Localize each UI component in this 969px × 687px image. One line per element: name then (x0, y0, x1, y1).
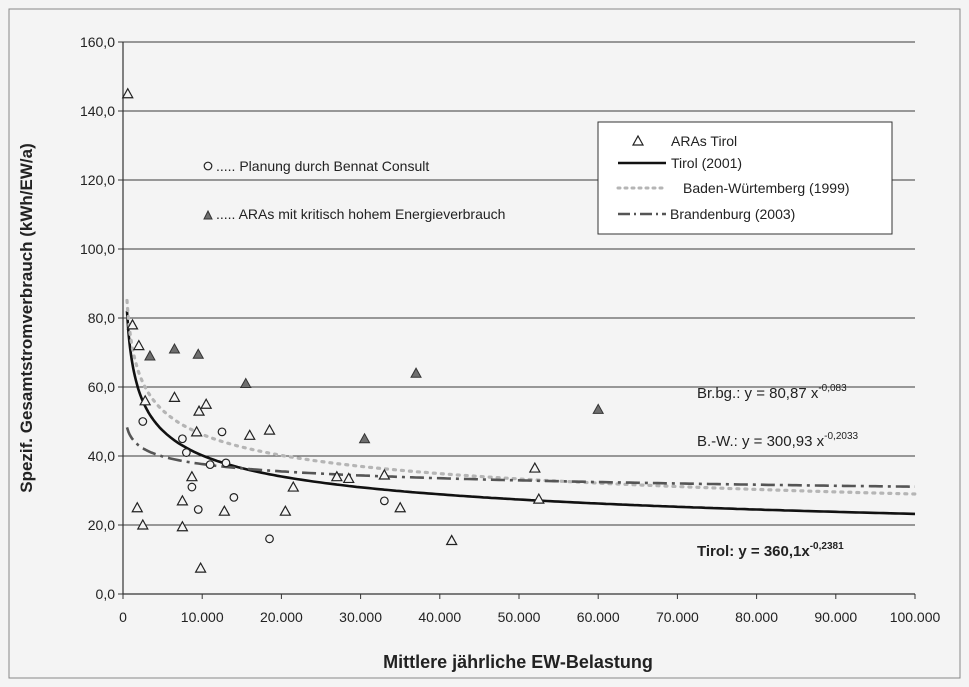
point-aras-tirol (194, 561, 207, 573)
point-planung (229, 493, 239, 502)
point-aras-tirol (131, 501, 144, 513)
x-tick-label: 10.000 (181, 609, 224, 625)
legend-label-tirol: Tirol (2001) (671, 155, 742, 171)
y-tick-labels: 0,0 20,0 40,0 60,0 80,0 100,0 120,0 140,0 160,0 (80, 34, 115, 602)
y-tick-label: 40,0 (88, 448, 115, 464)
point-aras-tirol (176, 520, 189, 532)
fit-curve (125, 311, 916, 516)
point-kritisch (168, 343, 181, 354)
kritisch-marker-icon (203, 209, 213, 220)
point-aras-tirol (218, 504, 231, 516)
y-tick-label: 20,0 (88, 517, 115, 533)
x-tick-label: 60.000 (577, 609, 620, 625)
point-planung (217, 427, 227, 437)
y-tick-label: 160,0 (80, 34, 115, 50)
legend: ARAs Tirol Tirol (2001) Baden-Würtemberg… (597, 121, 893, 235)
point-planung (187, 482, 197, 492)
point-aras-tirol (132, 339, 145, 351)
point-kritisch (358, 432, 371, 444)
point-kritisch (239, 377, 252, 389)
x-tick-label: 0 (119, 609, 127, 625)
x-axis-title: Mittlere jährliche EW-Belastung (383, 652, 653, 672)
point-aras-tirol (330, 470, 343, 482)
point-aras-tirol (121, 87, 134, 99)
legend-label-bw: Baden-Würtemberg (1999) (683, 180, 850, 196)
y-tick-label: 60,0 (88, 379, 115, 395)
point-aras-tirol (126, 318, 139, 330)
x-tick-label: 30.000 (339, 609, 382, 625)
planung-marker-icon (203, 161, 213, 171)
point-aras-tirol (532, 492, 545, 504)
point-planung (265, 534, 274, 544)
y-tick-label: 120,0 (80, 172, 115, 188)
point-aras-tirol (263, 423, 276, 435)
x-tick-label: 70.000 (656, 609, 699, 625)
x-tick-label: 90.000 (814, 609, 857, 625)
y-tick-label: 80,0 (88, 310, 115, 326)
x-tick-label: 40.000 (418, 609, 461, 625)
legend-triangle-icon (631, 134, 645, 146)
point-aras-tirol (200, 398, 213, 409)
legend-label-brbg: Brandenburg (2003) (670, 206, 795, 222)
equation-brbg: Br.bg.: y = 80,87 x-0,083 (697, 383, 847, 402)
x-tick-labels: 0 10.000 20.000 30.000 40.000 50.000 60.000 70.… (119, 609, 940, 625)
legend-label-aras-tirol: ARAs Tirol (671, 133, 737, 149)
point-aras-tirol (136, 518, 149, 530)
point-kritisch (410, 367, 422, 378)
fit-curves (125, 298, 917, 516)
point-planung (181, 448, 191, 457)
equation-bw: B.-W.: y = 300,93 x-0,2033 (697, 431, 859, 450)
point-kritisch (192, 348, 205, 359)
point-planung (221, 458, 231, 468)
point-aras-tirol (139, 394, 152, 406)
x-tick-label: 100.000 (890, 609, 941, 625)
point-aras-tirol (287, 480, 300, 492)
point-aras-tirol (193, 404, 206, 416)
x-tick-label: 80.000 (735, 609, 778, 625)
x-tick-label: 20.000 (260, 609, 303, 625)
annotation-kritisch: ..... ARAs mit kritisch hohem Energiever… (216, 206, 505, 222)
point-planung (205, 460, 215, 470)
point-aras-tirol (190, 425, 203, 437)
fit-curve (125, 298, 917, 496)
point-aras-tirol (394, 501, 407, 513)
y-axis-title: Spezif. Gesamtstromverbrauch (kWh/EW/a) (17, 143, 36, 493)
equation-tirol: Tirol: y = 360,1x-0,2381 (697, 541, 844, 560)
point-planung (379, 496, 389, 506)
point-aras-tirol (168, 391, 181, 402)
axes (122, 42, 915, 595)
point-planung (138, 417, 148, 426)
point-kritisch (144, 349, 156, 361)
point-aras-tirol (243, 429, 256, 440)
point-aras-tirol (185, 470, 198, 482)
point-aras-tirol (378, 468, 391, 480)
point-aras-tirol (528, 461, 541, 473)
point-planung (193, 505, 203, 514)
legend-box (597, 121, 893, 235)
fit-curve (125, 427, 915, 488)
point-kritisch (592, 403, 605, 414)
point-aras-tirol (445, 534, 458, 546)
point-aras-tirol (279, 504, 292, 516)
data-points (121, 87, 605, 573)
y-tick-label: 140,0 (80, 103, 115, 119)
point-aras-tirol (176, 494, 189, 506)
point-aras-tirol (342, 472, 355, 484)
y-tick-label: 100,0 (80, 241, 115, 257)
y-tick-label: 0,0 (96, 586, 116, 602)
x-tick-label: 50.000 (498, 609, 541, 625)
annotation-planung: ..... Planung durch Bennat Consult (216, 158, 429, 174)
gridlines (118, 41, 916, 599)
point-planung (177, 434, 187, 444)
